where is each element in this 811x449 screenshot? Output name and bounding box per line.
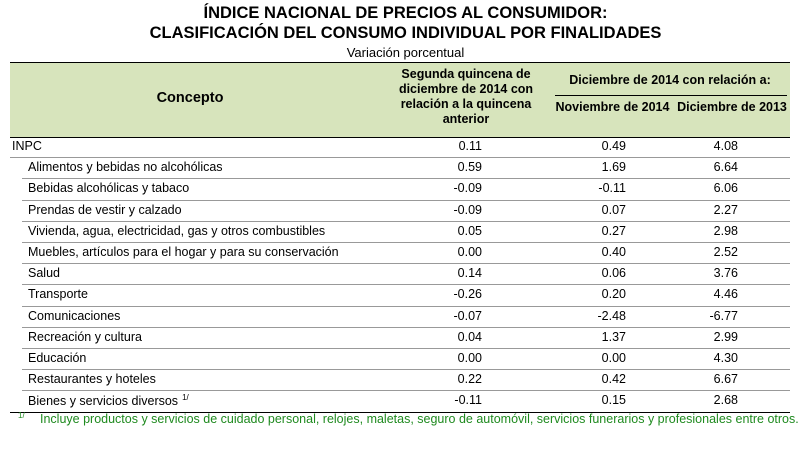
concept-cell: Bebidas alcohólicas y tabaco	[28, 181, 189, 195]
concept-text: Salud	[28, 266, 60, 281]
row-line	[22, 284, 790, 286]
value-cell: 0.15	[601, 393, 626, 408]
value-cell: -6.77	[709, 308, 739, 323]
subtitle: Variación porcentual	[346, 45, 465, 60]
value-cell: 0.07	[601, 202, 626, 217]
row-line	[22, 390, 790, 392]
divider	[555, 95, 787, 96]
value-cell: 6.67	[713, 372, 738, 387]
row-line	[22, 305, 790, 307]
concept-cell: Restaurantes y hoteles	[28, 372, 156, 386]
concept-text: Recreación y cultura	[28, 329, 142, 344]
row-line	[22, 220, 790, 222]
concept-text: Transporte	[28, 287, 88, 302]
value-cell: -0.09	[453, 202, 483, 217]
value-cell: 6.64	[713, 160, 738, 175]
concept-text: Bebidas alcohólicas y tabaco	[28, 181, 190, 196]
value-cell: 2.27	[713, 202, 738, 217]
concept-text: Prendas de vestir y calzado	[28, 202, 182, 217]
row-line	[22, 199, 790, 201]
concept-text: Restaurantes y hoteles	[28, 372, 156, 387]
value-cell: 4.46	[713, 287, 738, 302]
note-mark: 1/	[182, 393, 189, 403]
row-line	[10, 157, 790, 159]
concept-cell: Muebles, artículos para el hogar y para …	[28, 245, 339, 259]
value-cell: 0.06	[601, 266, 626, 281]
value-cell: 0.40	[601, 245, 626, 259]
concept-cell: Recreación y cultura	[28, 330, 142, 344]
column-header: Diciembre de 2014 con relación a:	[569, 73, 771, 87]
value-cell: -0.07	[453, 308, 483, 323]
value-cell: 0.49	[601, 139, 626, 153]
table-header: Concepto Segunda quincena de diciembre d…	[10, 62, 790, 138]
concept-text: INPC	[12, 139, 42, 153]
value-cell: 0.00	[457, 245, 482, 259]
footnote-mark-text: 1/	[18, 411, 25, 420]
value-cell: 0.11	[458, 139, 482, 153]
value-cell: -0.11	[598, 181, 626, 196]
row-line	[22, 242, 790, 243]
concept-cell: Bienes y servicios diversos 1/	[28, 393, 189, 408]
value-cell: 2.99	[713, 329, 738, 344]
concept-text: Bienes y servicios diversos	[28, 394, 179, 409]
row-line	[22, 326, 790, 328]
value-cell: 0.05	[457, 223, 482, 238]
value-cell: 0.14	[457, 266, 482, 281]
value-cell: 4.30	[713, 351, 738, 365]
value-cell: 0.27	[601, 223, 626, 238]
concept-cell: Vivienda, agua, electricidad, gas y otro…	[28, 224, 325, 238]
value-cell: 2.68	[713, 393, 738, 408]
concept-cell: Comunicaciones	[28, 309, 120, 323]
value-cell: 2.98	[713, 223, 738, 238]
concept-text: Muebles, artículos para el hogar y para …	[28, 245, 339, 259]
value-cell: -0.26	[453, 287, 483, 302]
value-cell: -2.48	[597, 308, 627, 323]
value-cell: 1.69	[601, 160, 626, 175]
value-cell: 0.00	[601, 351, 626, 365]
value-cell: 0.22	[457, 372, 482, 387]
row-line	[22, 369, 790, 371]
value-cell: 3.76	[713, 266, 738, 281]
column-header: Noviembre de 2014	[555, 100, 670, 114]
value-cell: 0.04	[457, 329, 482, 344]
value-cell: 0.42	[601, 372, 626, 387]
value-cell: 1.37	[601, 329, 626, 344]
column-header: Diciembre de 2013	[677, 100, 787, 114]
column-header: Segunda quincena de diciembre de 2014 co…	[398, 67, 534, 126]
table-bottom	[10, 411, 790, 413]
value-cell: 0.59	[457, 160, 482, 175]
value-cell: 6.06	[713, 181, 738, 196]
row-line	[22, 263, 790, 265]
concept-cell: Prendas de vestir y calzado	[28, 203, 182, 217]
value-cell: 2.52	[713, 245, 738, 259]
footnote: Incluye productos y servicios de cuidado…	[40, 412, 799, 426]
concept-text: Educación	[28, 351, 87, 365]
concept-text: Alimentos y bebidas no alcohólicas	[28, 160, 223, 175]
value-cell: 0.00	[457, 351, 482, 365]
column-header: Concepto	[156, 90, 224, 106]
row-line	[22, 348, 790, 349]
value-cell: 4.08	[713, 139, 738, 153]
concept-cell: INPC	[12, 139, 42, 153]
value-cell: -0.09	[453, 181, 483, 196]
concept-text: Comunicaciones	[28, 308, 121, 323]
concept-cell: Alimentos y bebidas no alcohólicas	[28, 160, 223, 174]
value-cell: 0.20	[601, 287, 626, 302]
row-line	[22, 178, 790, 180]
title: CLASIFICACIÓN DEL CONSUMO INDIVIDUAL POR…	[149, 24, 662, 42]
value-cell: -0.11	[454, 393, 482, 408]
concept-text: Vivienda, agua, electricidad, gas y otro…	[28, 223, 326, 238]
concept-cell: Educación	[28, 351, 86, 365]
concept-cell: Salud	[28, 266, 60, 280]
title: ÍNDICE NACIONAL DE PRECIOS AL CONSUMIDOR…	[203, 4, 608, 22]
concept-cell: Transporte	[28, 287, 88, 301]
footnote-mark: 1/	[18, 408, 25, 427]
